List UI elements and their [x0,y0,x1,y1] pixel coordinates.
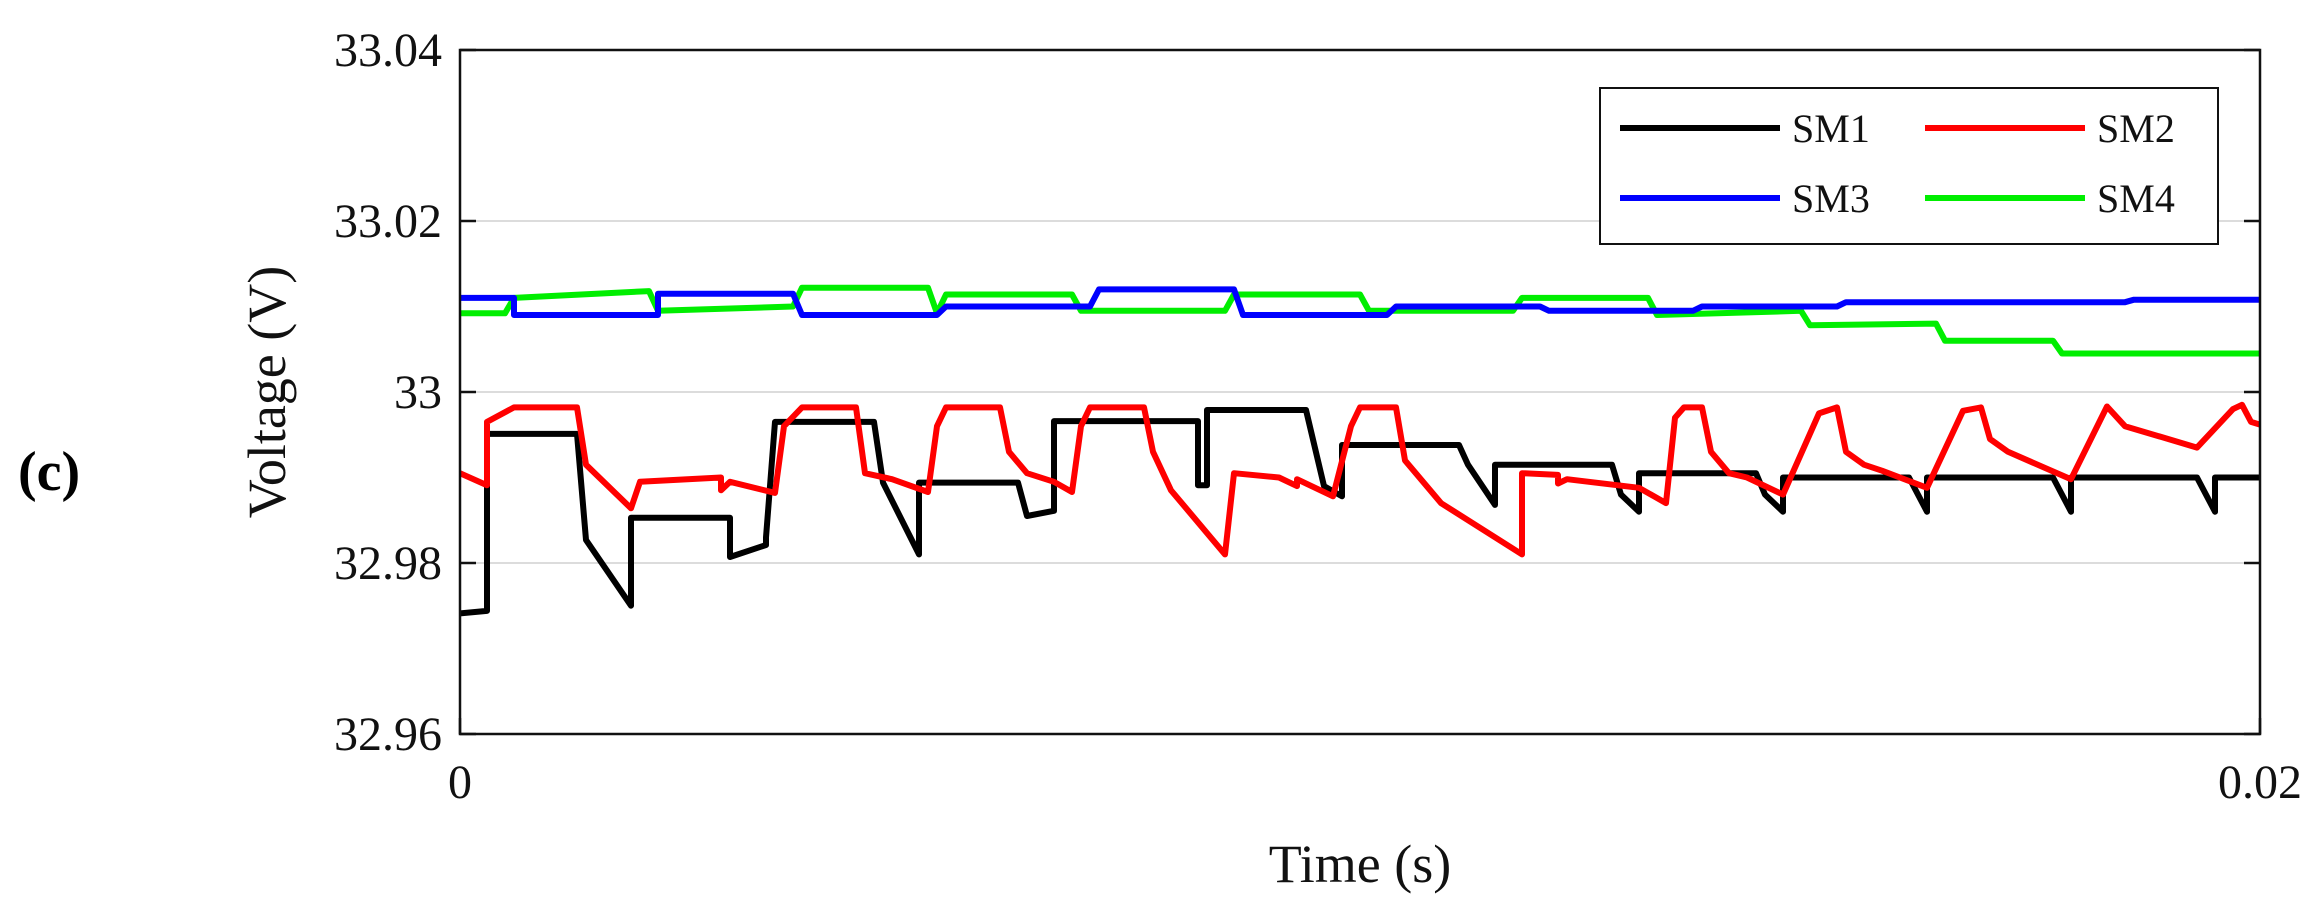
y-axis-label: Voltage (V) [237,266,297,518]
y-tick-label: 33.02 [334,195,442,248]
series-line-sm3 [460,286,2260,318]
y-tick-label: 32.98 [334,537,442,590]
series-line-sm2 [460,401,2260,558]
series-layer [460,284,2260,617]
grid-lines [460,220,2260,564]
y-tick-label: 32.96 [334,708,442,761]
y-tick-label: 33.04 [334,24,442,77]
panel-label: (c) [18,441,80,503]
legend: SM1 SM2 SM3 SM4 [1599,87,2219,245]
series-line-sm4 [460,284,2260,357]
legend-label-sm1: SM1 [1792,106,1870,151]
x-tick-label: 0.02 [2218,756,2302,809]
axis-tick-labels: 32.96 32.98 33 33.02 33.04 0 0.02 [334,24,2302,809]
legend-label-sm3: SM3 [1792,176,1870,221]
axis-ticks [458,48,2262,736]
legend-box [1599,87,2219,245]
legend-label-sm4: SM4 [2097,176,2175,221]
legend-label-sm2: SM2 [2097,106,2175,151]
x-axis-label: Time (s) [1269,834,1452,894]
y-tick-label: 33 [394,366,442,419]
x-tick-label: 0 [448,756,472,809]
